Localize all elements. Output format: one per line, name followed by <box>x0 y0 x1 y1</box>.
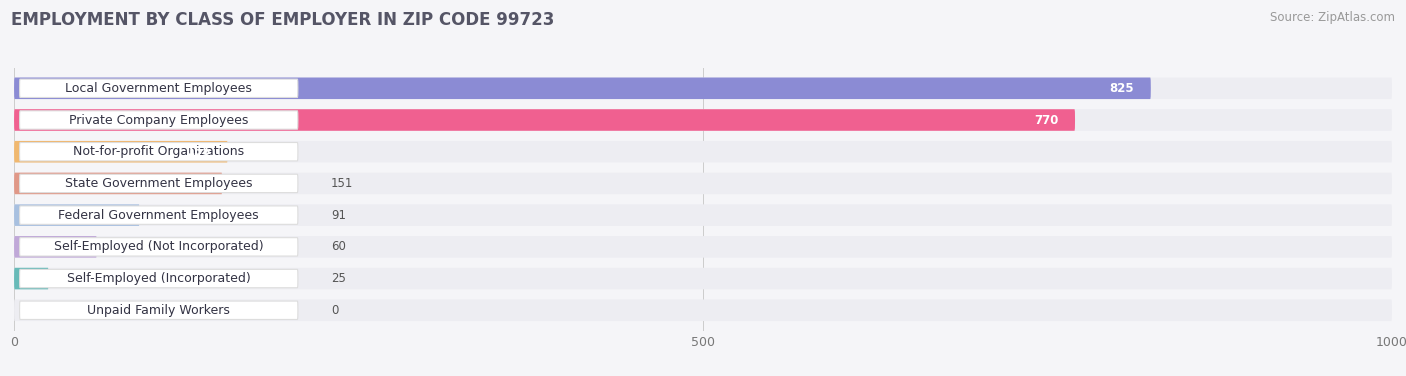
FancyBboxPatch shape <box>14 204 139 226</box>
Text: 770: 770 <box>1035 114 1059 126</box>
Text: Local Government Employees: Local Government Employees <box>65 82 252 95</box>
FancyBboxPatch shape <box>14 141 1392 162</box>
Text: Unpaid Family Workers: Unpaid Family Workers <box>87 304 231 317</box>
Text: 91: 91 <box>330 209 346 221</box>
Text: Federal Government Employees: Federal Government Employees <box>59 209 259 221</box>
FancyBboxPatch shape <box>14 109 1392 131</box>
FancyBboxPatch shape <box>14 236 1392 258</box>
FancyBboxPatch shape <box>14 236 97 258</box>
FancyBboxPatch shape <box>20 79 298 97</box>
FancyBboxPatch shape <box>14 268 48 290</box>
FancyBboxPatch shape <box>14 173 222 194</box>
FancyBboxPatch shape <box>14 109 1076 131</box>
Text: 60: 60 <box>330 240 346 253</box>
FancyBboxPatch shape <box>14 268 1392 290</box>
FancyBboxPatch shape <box>20 301 298 320</box>
FancyBboxPatch shape <box>14 204 1392 226</box>
Text: 0: 0 <box>330 304 339 317</box>
Text: Self-Employed (Not Incorporated): Self-Employed (Not Incorporated) <box>53 240 263 253</box>
Text: Source: ZipAtlas.com: Source: ZipAtlas.com <box>1270 11 1395 24</box>
Text: Self-Employed (Incorporated): Self-Employed (Incorporated) <box>67 272 250 285</box>
Text: 25: 25 <box>330 272 346 285</box>
FancyBboxPatch shape <box>14 141 228 162</box>
Text: Private Company Employees: Private Company Employees <box>69 114 249 126</box>
FancyBboxPatch shape <box>14 77 1152 99</box>
Text: EMPLOYMENT BY CLASS OF EMPLOYER IN ZIP CODE 99723: EMPLOYMENT BY CLASS OF EMPLOYER IN ZIP C… <box>11 11 554 29</box>
FancyBboxPatch shape <box>20 111 298 129</box>
FancyBboxPatch shape <box>20 143 298 161</box>
FancyBboxPatch shape <box>20 174 298 193</box>
FancyBboxPatch shape <box>14 77 1392 99</box>
Text: State Government Employees: State Government Employees <box>65 177 253 190</box>
FancyBboxPatch shape <box>20 269 298 288</box>
FancyBboxPatch shape <box>20 206 298 224</box>
FancyBboxPatch shape <box>20 238 298 256</box>
Text: Not-for-profit Organizations: Not-for-profit Organizations <box>73 145 245 158</box>
FancyBboxPatch shape <box>14 300 1392 321</box>
Text: 155: 155 <box>187 145 211 158</box>
Text: 825: 825 <box>1109 82 1135 95</box>
FancyBboxPatch shape <box>14 173 1392 194</box>
Text: 151: 151 <box>330 177 353 190</box>
